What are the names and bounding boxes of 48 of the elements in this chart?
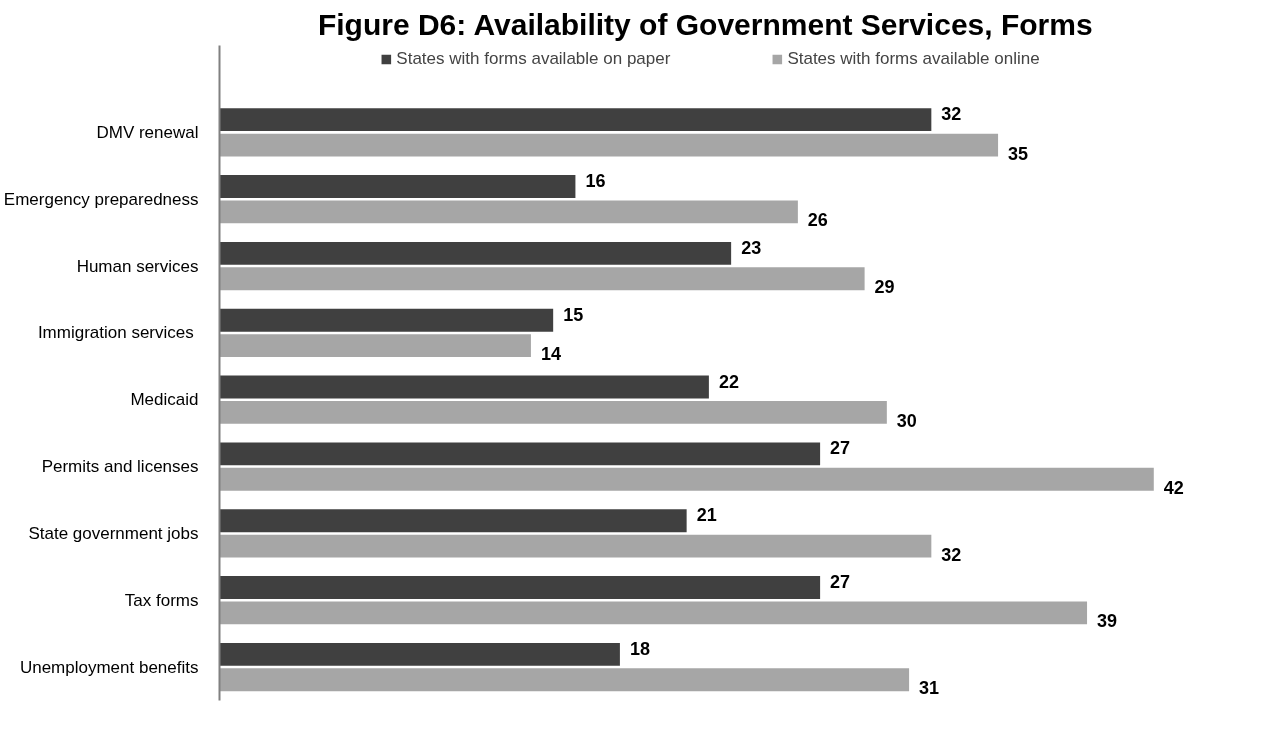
data-label: 30 [896, 410, 917, 431]
bar [219, 133, 999, 157]
data-label: 15 [563, 304, 584, 325]
y-tick-label: DMV renewal [96, 122, 199, 142]
bar [219, 241, 732, 265]
bar [219, 509, 687, 533]
y-tick-label: Medicaid [130, 390, 199, 410]
bar [219, 200, 798, 224]
data-label: 32 [941, 104, 962, 125]
bar [219, 601, 1088, 625]
y-tick-label: Permits and licenses [41, 457, 199, 477]
bar [219, 467, 1154, 491]
data-label: 22 [718, 371, 739, 392]
bar [219, 334, 531, 358]
data-label: 18 [629, 638, 650, 659]
bar [219, 534, 932, 558]
bar [219, 108, 932, 132]
bar [219, 642, 620, 666]
bar [219, 576, 821, 599]
data-label: 32 [941, 544, 962, 565]
data-label: 27 [830, 438, 851, 459]
y-tick-label: Tax forms [124, 590, 199, 610]
data-label: 27 [830, 572, 851, 593]
y-tick-label: Unemployment benefits [19, 657, 199, 677]
y-tick-label: Immigration services [37, 323, 194, 343]
data-label: 21 [696, 505, 717, 526]
data-label: 14 [540, 344, 561, 365]
data-label: 35 [1008, 143, 1029, 164]
y-tick-label: Human services [76, 256, 199, 276]
bar [219, 308, 554, 332]
bar [219, 442, 821, 466]
legend-label: States with forms available on paper [396, 49, 671, 69]
data-label: 16 [585, 171, 606, 192]
bar [219, 267, 865, 291]
legend-label: States with forms available online [787, 49, 1040, 69]
bar [219, 175, 576, 198]
chart-title: Figure D6: Availability of Government Services, Forms [317, 7, 1093, 41]
y-tick-label: State government jobs [28, 523, 199, 543]
data-label: 29 [874, 277, 895, 298]
data-label: 23 [741, 237, 762, 258]
y-tick-label: Emergency preparedness [3, 189, 199, 209]
data-label: 26 [807, 210, 828, 231]
data-label: 39 [1097, 611, 1118, 632]
data-label: 42 [1163, 477, 1184, 498]
data-label: 31 [919, 678, 940, 699]
bar [219, 401, 887, 424]
bar [219, 375, 709, 399]
bar [219, 668, 910, 692]
